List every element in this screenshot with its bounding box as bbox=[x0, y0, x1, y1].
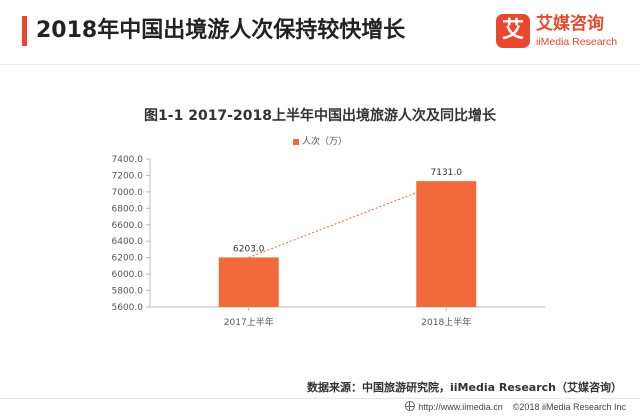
y-tick-label: 6000.0 bbox=[112, 270, 144, 280]
header-accent-bar bbox=[22, 16, 27, 46]
logo-name-cn: 艾媒咨询 bbox=[536, 14, 604, 34]
x-tick-label: 2017上半年 bbox=[224, 316, 274, 328]
data-label: 6203.0 bbox=[233, 244, 265, 254]
y-tick-label: 5600.0 bbox=[112, 303, 144, 313]
footer-copyright: ©2018 iiMedia Research Inc bbox=[512, 402, 626, 412]
logo-name-en: iiMedia Research bbox=[536, 36, 618, 48]
y-tick-label: 5800.0 bbox=[112, 287, 144, 297]
legend-label: 人次（万） bbox=[301, 137, 347, 147]
y-tick-label: 7000.0 bbox=[112, 188, 144, 198]
data-label: 7131.0 bbox=[431, 168, 463, 178]
chart-legend: 人次（万） bbox=[0, 136, 640, 149]
y-tick-label: 7400.0 bbox=[112, 155, 144, 165]
data-source: 数据来源：中国旅游研究院，iiMedia Research（艾媒咨询） bbox=[307, 381, 622, 394]
page-title: 2018年中国出境游人次保持较快增长 bbox=[36, 18, 406, 43]
header-divider bbox=[0, 64, 640, 65]
footer: http://www.iimedia.cn ©2018 iiMedia Resea… bbox=[405, 401, 626, 414]
y-tick-label: 6800.0 bbox=[112, 204, 144, 214]
footer-divider bbox=[0, 398, 640, 399]
y-tick-label: 7200.0 bbox=[112, 171, 144, 181]
chart-title: 图1-1 2017-2018上半年中国出境旅游人次及同比增长 bbox=[144, 108, 496, 124]
trend-line bbox=[248, 180, 447, 258]
x-tick-label: 2018上半年 bbox=[421, 316, 471, 328]
logo: 艾 艾媒咨询 iiMedia Research bbox=[496, 12, 636, 54]
footer-url: http://www.iimedia.cn bbox=[418, 402, 503, 412]
bar-chart: 5600.0 5800.0 6000.0 6200.0 6400.0 6600.0 6800… bbox=[112, 155, 545, 328]
y-tick-label: 6200.0 bbox=[112, 254, 144, 264]
logo-icon: 艾 bbox=[496, 14, 530, 48]
header: 2018年中国出境游人次保持较快增长 艾 艾媒咨询 iiMedia Resear… bbox=[0, 0, 640, 66]
y-tick-label: 6400.0 bbox=[112, 237, 144, 247]
bar bbox=[218, 257, 279, 307]
y-tick-label: 6600.0 bbox=[112, 221, 144, 231]
globe-icon bbox=[405, 401, 416, 411]
bar bbox=[416, 181, 477, 307]
legend-swatch bbox=[292, 139, 299, 145]
